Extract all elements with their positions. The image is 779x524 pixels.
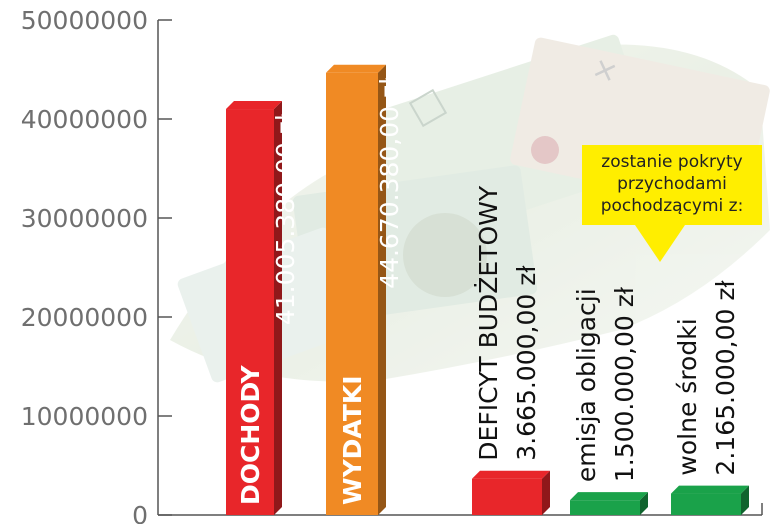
bar-side [274, 101, 282, 515]
bar-4: emisja obligacji 1.500.000,00 zł [570, 286, 648, 515]
y-tick-label: 20000000 [21, 303, 148, 332]
y-axis: 0 10000000 20000000 30000000 40000000 5000000… [21, 6, 763, 524]
bar-top [226, 101, 282, 110]
bar-category-label: wolne środki [673, 318, 702, 475]
y-tick-label: 40000000 [21, 105, 148, 134]
callout-text-line: zostanie pokryty [601, 152, 742, 172]
annotation-callout: zostanie pokrytyprzychodamipochodzącymi … [582, 145, 762, 262]
y-tick-label: 0 [132, 501, 148, 524]
bar-top [326, 64, 386, 73]
bar-category-label: DEFICYT BUDŻETOWY [474, 185, 503, 461]
y-tick-label: 50000000 [21, 6, 148, 35]
bar-category-label: DOCHODY [236, 365, 265, 505]
bar-side [542, 470, 550, 515]
bar-side [741, 485, 749, 515]
bar-front [671, 493, 741, 515]
bar-front [472, 478, 542, 515]
bar-3: DEFICYT BUDŻETOWY 3.665.000,00 zł [472, 185, 550, 515]
callout-text-line: pochodzącymi z: [601, 196, 744, 216]
callout-arrow [635, 225, 685, 262]
bar-top [472, 470, 550, 479]
bar-front [226, 109, 274, 515]
bars-group: DOCHODY 41.005.380,00 zł WYDATKI 44.670.380… [226, 64, 749, 515]
bar-front [326, 72, 378, 515]
bar-top [671, 485, 749, 494]
bar-category-label: emisja obligacji [572, 288, 601, 482]
bar-value-label: 44.670.380,00 zł [375, 77, 404, 289]
bar-category-label: WYDATKI [338, 375, 367, 505]
callout-box [582, 145, 762, 225]
bar-value-label: 1.500.000,00 zł [610, 286, 639, 482]
callout-text-line: przychodami [617, 174, 727, 194]
y-tick-label: 30000000 [21, 204, 148, 233]
bar-1: DOCHODY 41.005.380,00 zł [226, 101, 300, 515]
bar-value-label: 2.165.000,00 zł [711, 280, 740, 476]
bar-5: wolne środki 2.165.000,00 zł [671, 280, 749, 515]
bar-side [378, 64, 386, 515]
bar-2: WYDATKI 44.670.380,00 zł [326, 64, 404, 515]
bar-value-label: 3.665.000,00 zł [512, 265, 541, 461]
bar-value-label: 41.005.380,00 zł [271, 113, 300, 325]
y-tick-label: 10000000 [21, 402, 148, 431]
bar-side [640, 492, 648, 515]
bar-top [570, 492, 648, 501]
bar-front [570, 500, 640, 515]
